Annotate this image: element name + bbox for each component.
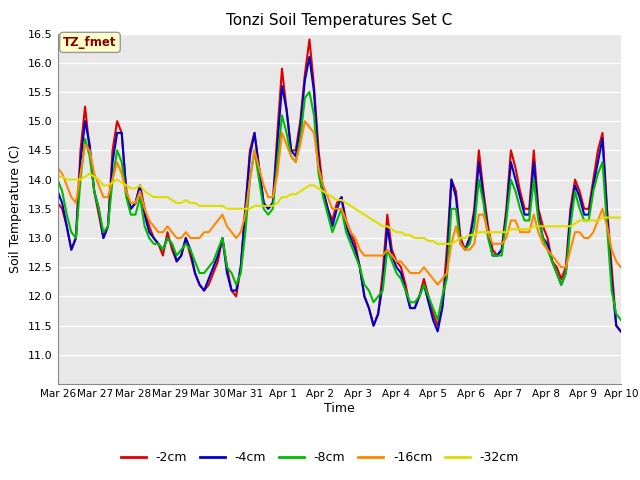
-2cm — [90, 188, 98, 194]
-16cm — [434, 282, 442, 288]
-16cm — [617, 264, 625, 270]
-32cm — [617, 215, 625, 220]
-32cm — [223, 206, 231, 212]
-8cm — [305, 89, 313, 95]
-4cm — [305, 54, 313, 60]
-32cm — [54, 174, 61, 180]
-8cm — [383, 247, 391, 252]
-8cm — [159, 247, 167, 252]
-4cm — [58, 200, 66, 206]
Legend: -2cm, -4cm, -8cm, -16cm, -32cm: -2cm, -4cm, -8cm, -16cm, -32cm — [116, 446, 524, 469]
-2cm — [58, 206, 66, 212]
Line: -8cm: -8cm — [58, 92, 621, 320]
-4cm — [383, 224, 391, 229]
-4cm — [301, 77, 308, 83]
Y-axis label: Soil Temperature (C): Soil Temperature (C) — [10, 144, 22, 273]
-32cm — [95, 177, 102, 182]
-32cm — [434, 241, 442, 247]
-32cm — [164, 194, 172, 200]
-32cm — [305, 182, 313, 188]
-2cm — [219, 235, 227, 241]
-4cm — [219, 235, 227, 241]
-8cm — [58, 188, 66, 194]
-2cm — [301, 72, 308, 77]
-16cm — [90, 171, 98, 177]
-16cm — [159, 229, 167, 235]
-8cm — [301, 95, 308, 101]
-4cm — [159, 247, 167, 252]
-16cm — [219, 212, 227, 217]
-32cm — [383, 224, 391, 229]
Text: TZ_fmet: TZ_fmet — [63, 36, 116, 49]
-2cm — [305, 36, 313, 42]
-16cm — [383, 247, 391, 252]
-8cm — [617, 317, 625, 323]
-16cm — [58, 171, 66, 177]
-2cm — [54, 200, 61, 206]
-8cm — [54, 177, 61, 182]
-4cm — [617, 329, 625, 335]
-16cm — [301, 119, 308, 124]
-16cm — [305, 124, 313, 130]
-8cm — [434, 317, 442, 323]
-2cm — [383, 212, 391, 217]
-2cm — [159, 252, 167, 258]
Line: -32cm: -32cm — [58, 174, 621, 244]
-8cm — [219, 235, 227, 241]
-8cm — [90, 188, 98, 194]
Line: -2cm: -2cm — [58, 39, 621, 332]
Title: Tonzi Soil Temperatures Set C: Tonzi Soil Temperatures Set C — [226, 13, 452, 28]
-4cm — [90, 188, 98, 194]
-2cm — [617, 329, 625, 335]
X-axis label: Time: Time — [324, 402, 355, 415]
-4cm — [434, 329, 442, 335]
-32cm — [58, 174, 66, 180]
-16cm — [54, 165, 61, 171]
-32cm — [86, 171, 93, 177]
Line: -16cm: -16cm — [58, 121, 621, 285]
Line: -4cm: -4cm — [58, 57, 621, 332]
-4cm — [54, 188, 61, 194]
